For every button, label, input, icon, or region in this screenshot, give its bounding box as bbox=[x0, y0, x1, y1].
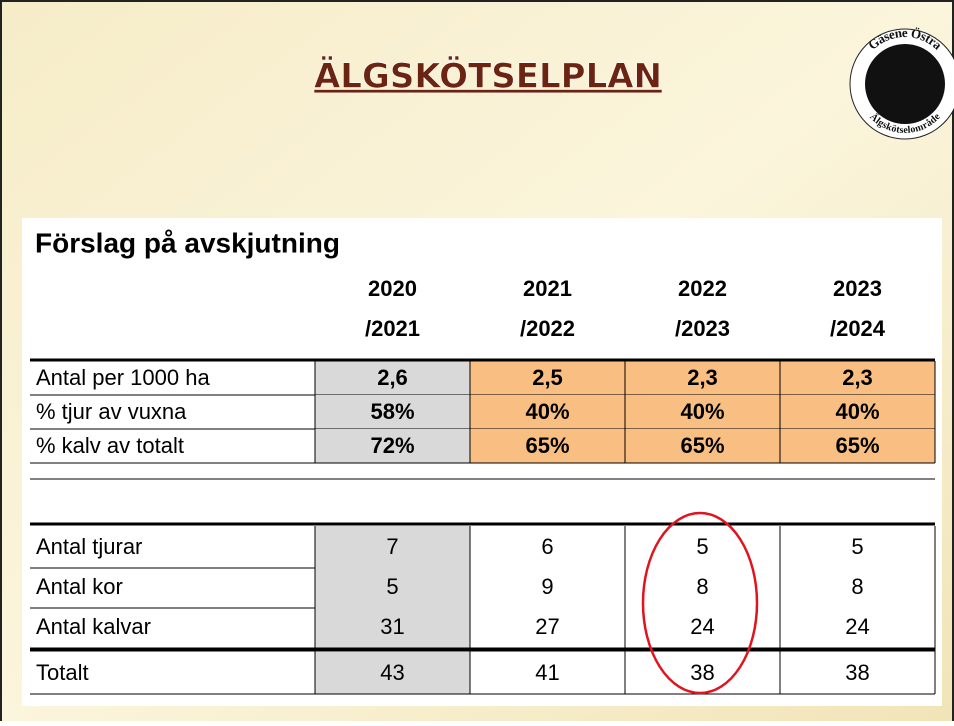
cell-bg bbox=[780, 526, 935, 568]
cell-value: 58% bbox=[370, 399, 414, 424]
column-header: /2023 bbox=[675, 316, 730, 341]
cell-bg bbox=[315, 566, 470, 608]
cell-value: 5 bbox=[851, 534, 863, 559]
row-label: Antal kalvar bbox=[36, 614, 151, 639]
cell-value: 40% bbox=[835, 399, 879, 424]
cell-value: 41 bbox=[535, 660, 559, 685]
table-title: Förslag på avskjutning bbox=[35, 227, 340, 258]
table: 2020/2021 2021/2022 2022/2023 2023/2024 Anta… bbox=[30, 276, 936, 695]
row-label: Antal per 1000 ha bbox=[36, 365, 210, 390]
cell-value: 40% bbox=[680, 399, 724, 424]
cell-bg bbox=[625, 361, 780, 395]
cell-bg bbox=[625, 395, 780, 429]
cell-value: 27 bbox=[535, 614, 559, 639]
column-header: /2024 bbox=[830, 316, 886, 341]
cell-value: 8 bbox=[696, 574, 708, 599]
slide-title: ÄLGSKÖTSELPLAN bbox=[314, 56, 662, 97]
cell-value: 7 bbox=[386, 534, 398, 559]
row-label: % tjur av vuxna bbox=[36, 399, 187, 424]
cell-value: 72% bbox=[370, 433, 414, 458]
highlight-circle bbox=[641, 511, 759, 695]
cell-bg bbox=[780, 652, 935, 694]
cell-value: 8 bbox=[851, 574, 863, 599]
cell-value: 65% bbox=[835, 433, 879, 458]
cell-value: 65% bbox=[680, 433, 724, 458]
cell-bg bbox=[780, 395, 935, 429]
column-header: 2021 bbox=[523, 276, 572, 301]
cell-bg bbox=[780, 566, 935, 608]
cell-bg bbox=[780, 429, 935, 463]
logo: Gäsene Östra Älgskötselområde bbox=[849, 25, 954, 140]
cell-value: 2,3 bbox=[842, 365, 873, 390]
column-header: 2020 bbox=[368, 276, 417, 301]
cell-bg bbox=[625, 526, 780, 568]
cell-bg bbox=[470, 652, 625, 694]
cell-bg bbox=[315, 652, 470, 694]
cell-value: 31 bbox=[380, 614, 404, 639]
cell-value: 38 bbox=[690, 660, 714, 685]
cell-value: 9 bbox=[541, 574, 553, 599]
column-header: 2022 bbox=[678, 276, 727, 301]
cell-bg bbox=[315, 606, 470, 648]
row-label: Antal tjurar bbox=[36, 534, 142, 559]
cell-value: 2,6 bbox=[377, 365, 408, 390]
cell-bg bbox=[315, 429, 470, 463]
cell-bg bbox=[470, 566, 625, 608]
cell-value: 24 bbox=[845, 614, 869, 639]
cell-bg bbox=[470, 429, 625, 463]
column-header: /2022 bbox=[520, 316, 575, 341]
cell-bg bbox=[470, 606, 625, 648]
cell-value: 6 bbox=[541, 534, 553, 559]
row-label: Antal kor bbox=[36, 574, 123, 599]
cell-value: 38 bbox=[845, 660, 869, 685]
cell-value: 65% bbox=[525, 433, 569, 458]
column-header: 2023 bbox=[833, 276, 882, 301]
cell-value: 5 bbox=[386, 574, 398, 599]
cell-bg bbox=[625, 652, 780, 694]
row-label: Totalt bbox=[36, 660, 89, 685]
cell-bg bbox=[780, 361, 935, 395]
cell-bg bbox=[470, 395, 625, 429]
cell-value: 2,3 bbox=[687, 365, 718, 390]
cell-bg bbox=[780, 606, 935, 648]
cell-value: 24 bbox=[690, 614, 714, 639]
cell-bg bbox=[470, 361, 625, 395]
column-header: /2021 bbox=[365, 316, 420, 341]
cell-value: 43 bbox=[380, 660, 404, 685]
cell-bg bbox=[315, 526, 470, 568]
cell-bg bbox=[315, 361, 470, 395]
cell-value: 40% bbox=[525, 399, 569, 424]
row-label: % kalv av totalt bbox=[36, 433, 184, 458]
cell-bg bbox=[315, 395, 470, 429]
cell-bg bbox=[625, 429, 780, 463]
cell-bg bbox=[470, 526, 625, 568]
cell-value: 5 bbox=[696, 534, 708, 559]
cell-value: 2,5 bbox=[532, 365, 563, 390]
